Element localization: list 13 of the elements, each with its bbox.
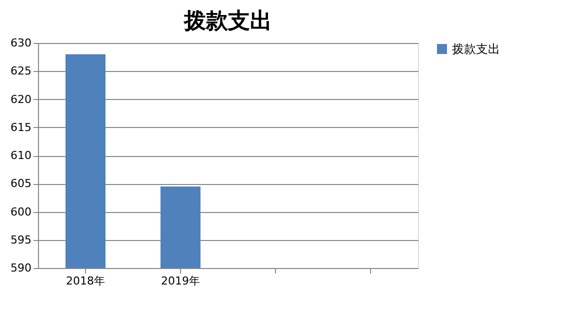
y-tick-label: 590 (10, 262, 32, 274)
x-tick-label: 2018年 (66, 274, 105, 288)
y-tick-label: 620 (10, 92, 32, 106)
y-tick-label: 605 (10, 177, 32, 190)
x-tick-label: 2019年 (161, 274, 200, 288)
chart-title: 拨款支出 (183, 9, 272, 34)
y-tick-label: 625 (10, 64, 32, 78)
y-tick-label: 610 (10, 149, 32, 162)
y-tick-label: 630 (10, 36, 32, 50)
y-tick-label: 615 (10, 120, 32, 134)
y-tick-label: 600 (10, 205, 32, 218)
legend-label: 拨款支出 (452, 42, 500, 56)
y-tick-label: 595 (10, 233, 32, 246)
